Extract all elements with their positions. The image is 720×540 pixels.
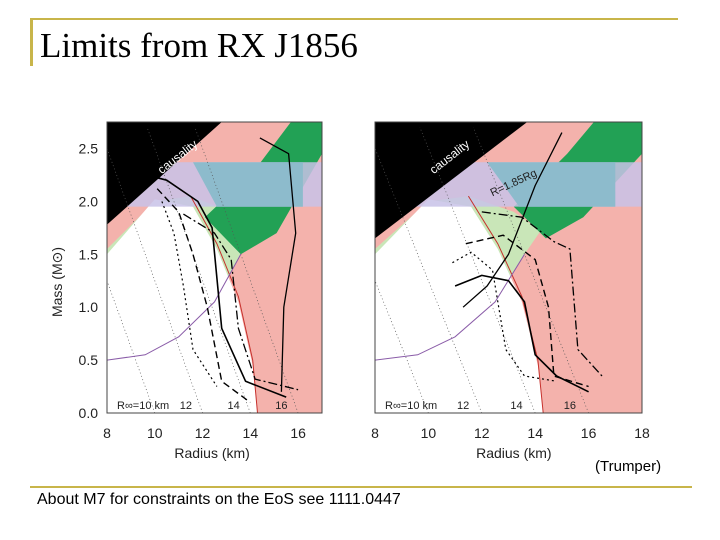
right-white-region (375, 199, 544, 413)
top-rule (30, 18, 678, 20)
y-tick-label: 2.5 (79, 140, 99, 156)
y-axis-label: Mass (M⊙) (49, 247, 65, 317)
right-x-tick-label: 12 (474, 425, 490, 441)
left-x-axis-label: Radius (km) (174, 445, 249, 461)
y-tick-label: 1.5 (79, 246, 99, 262)
bottom-rule (30, 486, 692, 488)
right-iso-radius-curve (472, 127, 589, 413)
title-accent-bar (30, 18, 33, 66)
right-causality-region (375, 122, 528, 239)
footer-note: About M7 for constraints on the EoS see … (37, 491, 401, 508)
left-x-tick-label: 16 (290, 425, 306, 441)
left-iso-radius-label: 12 (180, 400, 192, 412)
right-x-tick-label: 14 (527, 425, 543, 441)
right-eos-curve (454, 274, 589, 393)
right-iso-radius-label: 16 (564, 400, 576, 412)
slide-title: Limits from RX J1856 (40, 26, 358, 65)
right-plot-area (375, 122, 642, 413)
y-tick-label: 0.0 (79, 405, 99, 421)
left-causality-region (107, 122, 222, 225)
right-x-tick-label: 8 (371, 425, 379, 441)
right-x-axis-label: Radius (km) (476, 445, 551, 461)
right-x-tick-label: 16 (581, 425, 597, 441)
left-plot-area (107, 122, 322, 413)
y-tick-label: 0.5 (79, 352, 99, 368)
y-tick-label: 2.0 (79, 193, 99, 209)
left-eos-curve (156, 188, 251, 403)
right-eos-curve (465, 234, 589, 388)
left-x-tick-label: 14 (243, 425, 259, 441)
left-iso-radius-label: 14 (227, 400, 239, 412)
left-white-region (107, 199, 258, 413)
left-purple-boundary (107, 254, 242, 361)
right-red-boundary (467, 195, 544, 413)
right-eos-curve (481, 211, 603, 377)
left-eos-curve (183, 213, 299, 391)
right-x-tick-label: 10 (421, 425, 437, 441)
left-eos-curve (161, 201, 218, 387)
right-eos-curve (462, 132, 563, 308)
right-iso-radius-curve (375, 147, 483, 413)
right-iso-radius-curve (419, 127, 536, 413)
right-iso-radius-label: 14 (510, 400, 522, 412)
credit-label: (Trumper) (595, 458, 662, 475)
right-x-tick-label: 18 (634, 425, 650, 441)
y-tick-label: 1.0 (79, 299, 99, 315)
left-x-tick-label: 10 (147, 425, 163, 441)
left-iso-radius-label: 16 (275, 400, 287, 412)
left-mass-band-overlap (193, 162, 303, 207)
left-eos-curve (259, 137, 297, 392)
left-eos-curve (137, 172, 287, 398)
right-r-infinity-label: R∞=10 km (385, 400, 437, 412)
right-iso-radius-label: 12 (457, 400, 469, 412)
right-panel-frame (374, 121, 643, 414)
right-mass-band-overlap (487, 162, 616, 207)
left-x-tick-label: 8 (103, 425, 111, 441)
left-x-tick-label: 12 (195, 425, 211, 441)
left-panel-frame (106, 121, 323, 414)
right-purple-boundary (375, 254, 525, 361)
left-r-infinity-label: R∞=10 km (117, 400, 169, 412)
